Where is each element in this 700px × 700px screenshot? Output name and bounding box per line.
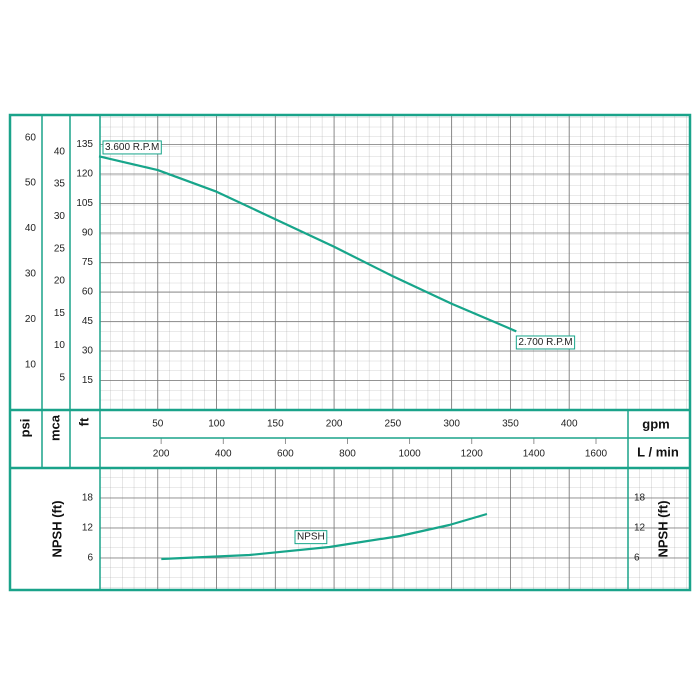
- mca-tick-label: 10: [54, 340, 66, 351]
- annotation-box: [294, 530, 328, 545]
- y-tick-label: 75: [82, 257, 94, 268]
- x2-tick-label: 1000: [399, 449, 422, 460]
- x-tick-label: 250: [385, 419, 402, 430]
- x2-tick-label: 400: [215, 449, 232, 460]
- y-tick-label: 30: [82, 346, 94, 357]
- x2-tick-label: 800: [339, 449, 356, 460]
- minor-grid: [100, 468, 690, 590]
- x-axis-label: gpm: [642, 416, 669, 431]
- annotation: NPSH: [297, 532, 325, 543]
- psi-tick-label: 10: [25, 359, 37, 370]
- x2-tick-label: 1600: [585, 449, 608, 460]
- curve: [98, 155, 517, 333]
- x-tick-label: 100: [208, 419, 225, 430]
- y-tick-label: 12: [82, 523, 94, 534]
- y-tick-label: 18: [82, 493, 94, 504]
- mca-tick-label: 35: [54, 179, 66, 190]
- x-tick-label: 300: [443, 419, 460, 430]
- mca-axis-label: mca: [47, 414, 62, 441]
- y-axis-label-right: NPSH (ft): [655, 500, 670, 557]
- y-tick-label: 15: [82, 375, 94, 386]
- curve: [161, 512, 488, 561]
- y-tick-label-right: 12: [634, 523, 646, 534]
- y-tick-label: 135: [76, 139, 93, 150]
- mca-tick-label: 40: [54, 146, 66, 157]
- x-tick-label: 50: [152, 419, 164, 430]
- x-tick-label: 150: [267, 419, 284, 430]
- y-tick-label: 60: [82, 287, 94, 298]
- psi-tick-label: 40: [25, 223, 37, 234]
- y-tick-label: 45: [82, 316, 94, 327]
- psi-tick-label: 50: [25, 178, 37, 189]
- y-tick-label: 105: [76, 198, 93, 209]
- mca-tick-label: 15: [54, 308, 66, 319]
- mca-tick-label: 25: [54, 243, 66, 254]
- x-tick-label: 200: [326, 419, 343, 430]
- psi-tick-label: 60: [25, 132, 37, 143]
- annotation-box: [515, 335, 576, 350]
- y-tick-label-right: 6: [634, 553, 640, 564]
- x2-tick-label: 1400: [523, 449, 546, 460]
- y-tick-label: 6: [87, 553, 93, 564]
- annotation: 3.600 R.P.M: [105, 142, 159, 153]
- ft-axis-label: ft: [76, 417, 91, 426]
- x2-axis-label: L / min: [637, 444, 679, 459]
- psi-tick-label: 20: [25, 314, 37, 325]
- annotation: 2.700 R.P.M: [518, 337, 572, 348]
- y-axis-label: NPSH (ft): [49, 500, 64, 557]
- y-tick-label-right: 18: [634, 493, 646, 504]
- frame: [8, 113, 692, 592]
- marks: [100, 115, 690, 590]
- y-tick-label: 120: [76, 169, 93, 180]
- psi-tick-label: 30: [25, 268, 37, 279]
- x-tick-label: 400: [561, 419, 578, 430]
- x2-tick-label: 600: [277, 449, 294, 460]
- psi-axis-label: psi: [17, 419, 32, 438]
- annotation-box: [102, 140, 162, 155]
- y-tick-label: 90: [82, 228, 94, 239]
- mca-tick-label: 30: [54, 211, 66, 222]
- x-tick-label: 350: [502, 419, 519, 430]
- x2-tick-label: 200: [153, 449, 170, 460]
- mca-tick-label: 20: [54, 276, 66, 287]
- mca-tick-label: 5: [59, 372, 65, 383]
- x2-tick-label: 1200: [461, 449, 484, 460]
